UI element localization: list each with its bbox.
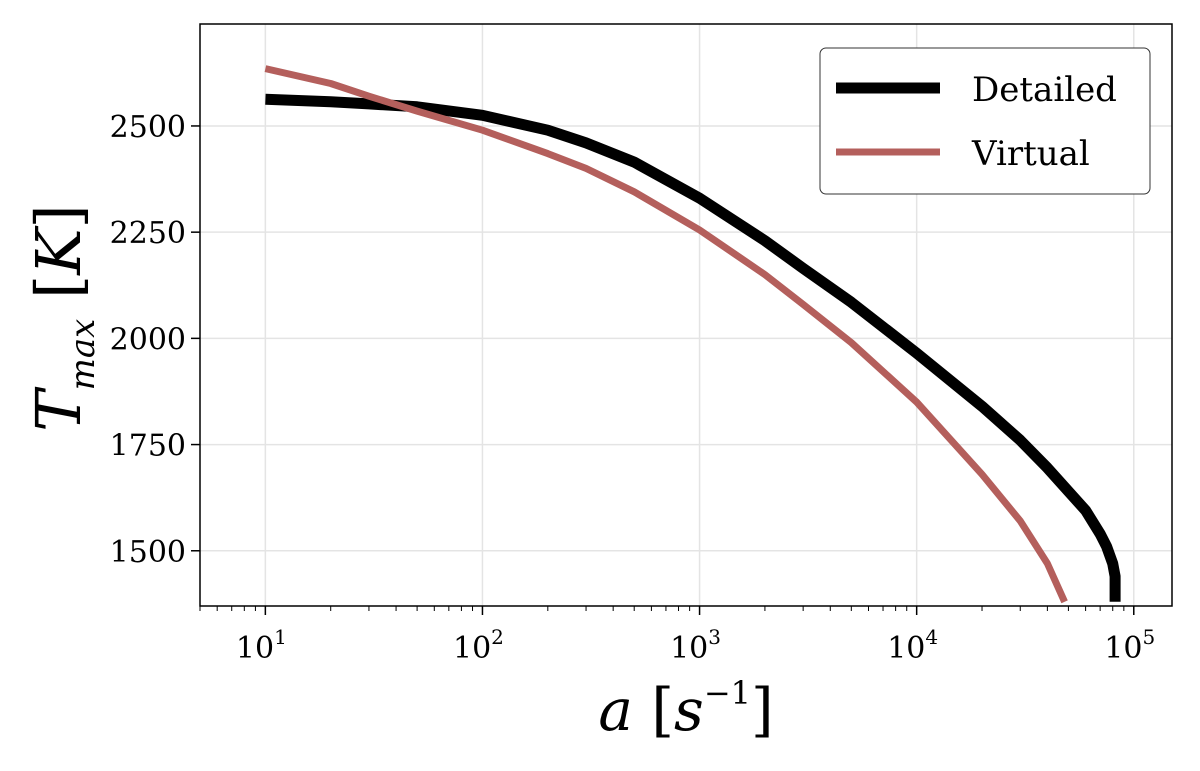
legend-label-detailed: Detailed [972, 70, 1117, 110]
series-line-virtual [264, 65, 1068, 604]
y-tick-label: 2500 [110, 110, 186, 145]
legend: Detailed Virtual [819, 47, 1151, 195]
x-axis-ticks: 101 102 103 104 105 [199, 606, 1155, 666]
legend-label-virtual: Virtual [971, 134, 1090, 174]
series-line-detailed [265, 93, 1121, 602]
x-tick-label: 101 [236, 625, 287, 666]
x-tick-label: 103 [670, 625, 721, 666]
x-axis-title: a [s−1] [598, 674, 773, 744]
y-tick-label: 2250 [110, 216, 186, 251]
x-tick-label: 102 [453, 625, 504, 666]
x-tick-label: 105 [1104, 625, 1155, 666]
y-axis-title: Tmax [K] [22, 204, 109, 432]
plot-frame [199, 23, 1173, 607]
y-axis-ticks: 1500 1750 2000 2250 2500 [110, 110, 200, 570]
y-tick-label: 1500 [110, 535, 186, 570]
plot-area: 101 102 103 104 105 1500 1750 2000 2250 2500 [110, 23, 1173, 666]
x-tick-label: 104 [887, 625, 938, 666]
y-tick-label: 1750 [110, 429, 186, 464]
y-tick-label: 2000 [110, 322, 186, 357]
series-lines [264, 65, 1121, 604]
